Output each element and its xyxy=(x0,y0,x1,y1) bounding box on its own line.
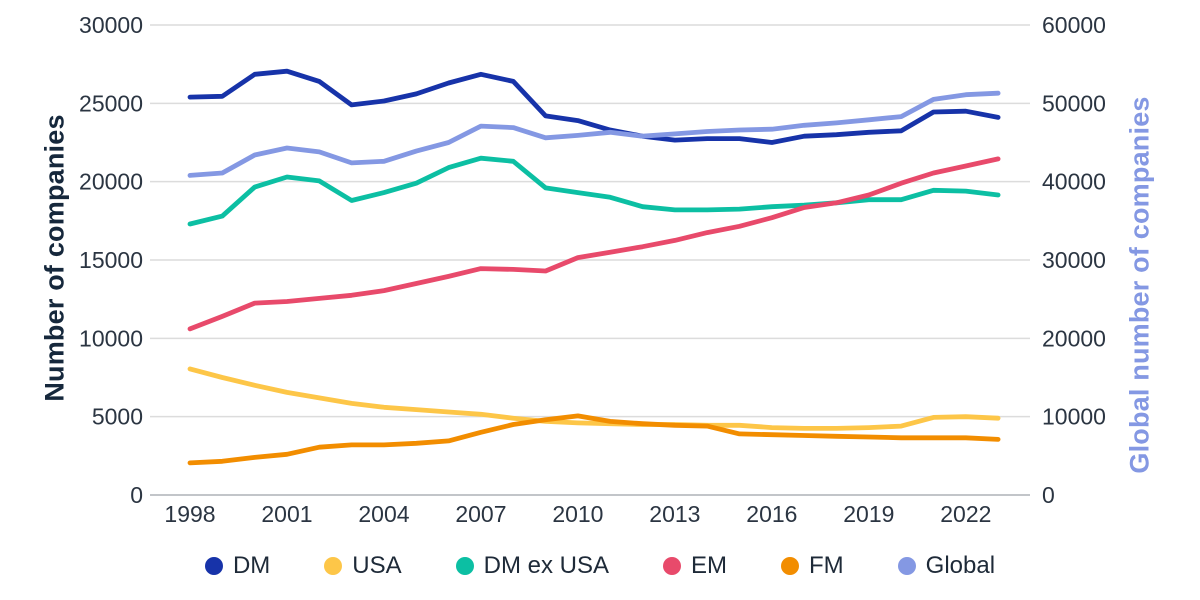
legend-item-dm: DM xyxy=(204,552,271,580)
legend-label-usa: USA xyxy=(352,552,402,579)
legend-label-fm: FM xyxy=(809,552,844,579)
y-axis-tick-left: 5000 xyxy=(92,404,143,430)
legend-label-global: Global xyxy=(925,552,996,579)
series-line-em xyxy=(187,156,1001,332)
y-axis-tick-right: 40000 xyxy=(1042,169,1106,195)
legend-label-em: EM xyxy=(691,552,727,579)
x-axis-tick: 2022 xyxy=(940,501,991,527)
y-axis-tick-left: 25000 xyxy=(79,90,143,116)
y-axis-tick-right: 30000 xyxy=(1042,247,1106,273)
x-axis-tick: 2010 xyxy=(552,501,603,527)
y-axis-tick-right: 50000 xyxy=(1042,90,1106,116)
legend: DM USA DM ex USA EM FM Global xyxy=(0,544,1200,588)
series-line-usa xyxy=(187,366,1001,431)
series-line-fm xyxy=(187,413,1001,466)
y-axis-tick-right: 0 xyxy=(1042,482,1055,508)
y-axis-tick-left: 10000 xyxy=(79,325,143,351)
legend-dot-em xyxy=(663,557,681,575)
series-line-dm-ex-usa xyxy=(187,155,1001,227)
legend-dot-global xyxy=(897,557,916,575)
x-axis-tick: 2004 xyxy=(358,501,409,527)
legend-item-fm: FM xyxy=(781,552,844,580)
y-axis-tick-right: 60000 xyxy=(1042,12,1106,38)
y-axis-tick-left: 15000 xyxy=(79,247,143,273)
legend-item-dm-ex-usa: DM ex USA xyxy=(455,552,609,580)
y-axis-tick-left: 0 xyxy=(130,482,143,508)
right-axis-title: Global number of companies xyxy=(1124,96,1155,474)
x-axis-tick: 2016 xyxy=(746,501,797,527)
series-line-dm xyxy=(187,68,1001,145)
legend-item-usa: USA xyxy=(324,552,402,580)
legend-label-dm: DM xyxy=(232,552,271,579)
legend-label-dm-ex-usa: DM ex USA xyxy=(483,552,609,579)
legend-dot-dm-ex-usa xyxy=(455,557,474,575)
x-axis-tick: 2013 xyxy=(649,501,700,527)
legend-dot-dm xyxy=(204,557,223,575)
x-axis-tick: 2019 xyxy=(843,501,894,527)
legend-item-em: EM xyxy=(663,552,727,580)
y-axis-tick-right: 20000 xyxy=(1042,325,1106,351)
legend-dot-fm xyxy=(781,557,799,575)
legend-item-global: Global xyxy=(897,552,996,580)
x-axis-tick: 2007 xyxy=(455,501,506,527)
x-axis-tick: 2001 xyxy=(261,501,312,527)
y-axis-tick-left: 30000 xyxy=(79,12,143,38)
x-axis-tick: 1998 xyxy=(164,501,215,527)
legend-dot-usa xyxy=(324,557,343,575)
y-axis-tick-right: 10000 xyxy=(1042,404,1106,430)
y-axis-tick-left: 20000 xyxy=(79,169,143,195)
series-line-global xyxy=(187,90,1001,178)
left-axis-title: Number of companies xyxy=(39,114,70,402)
